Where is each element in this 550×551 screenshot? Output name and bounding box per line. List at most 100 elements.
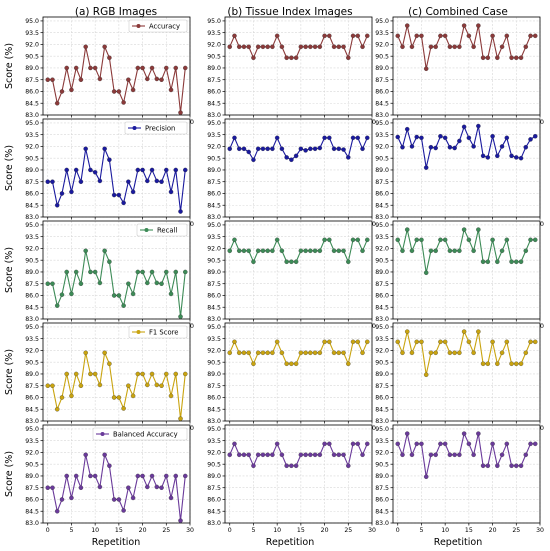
data-point (423, 165, 429, 170)
y-tick-label: 92.0 (375, 246, 389, 253)
data-point (414, 339, 419, 345)
data-point (341, 248, 346, 254)
data-point (111, 395, 117, 400)
data-point (111, 293, 117, 298)
data-point (312, 44, 318, 50)
data-point (246, 452, 251, 458)
x-tick-label: 25 (512, 527, 520, 534)
data-point (480, 259, 486, 265)
data-point (149, 473, 155, 479)
y-tick-label: 92.0 (207, 450, 221, 457)
data-point (322, 339, 327, 345)
data-point (154, 178, 160, 184)
y-tick-label: 83.0 (25, 418, 39, 425)
data-point (83, 248, 88, 254)
data-point (409, 44, 415, 50)
data-point (73, 371, 79, 377)
data-point (241, 350, 247, 356)
data-point (227, 350, 232, 356)
y-tick-label: 89.0 (375, 473, 389, 480)
data-point (419, 135, 424, 141)
data-point (476, 123, 481, 129)
data-point (164, 371, 169, 377)
y-tick-label: 83.0 (375, 112, 389, 119)
data-point (59, 292, 65, 297)
y-tick-label: 95.0 (25, 18, 39, 25)
y-tick-label: 95.0 (25, 222, 39, 229)
data-point (265, 452, 270, 458)
data-point (126, 281, 131, 286)
y-tick-label: 90.5 (25, 359, 39, 366)
data-point (135, 65, 141, 71)
data-point (452, 350, 457, 356)
data-point (442, 237, 448, 243)
data-point (495, 259, 500, 265)
data-point (236, 248, 242, 254)
data-point (331, 248, 337, 254)
x-tick-label: 5 (251, 527, 255, 534)
data-point (116, 497, 122, 502)
data-point (400, 44, 405, 50)
data-point (260, 350, 266, 356)
data-point (395, 339, 400, 345)
data-point (289, 259, 294, 265)
y-tick-label: 95.0 (375, 222, 389, 229)
y-tick-label: 89.0 (25, 371, 39, 378)
plot-frame (224, 118, 373, 218)
data-point (232, 441, 237, 447)
data-point (69, 189, 74, 195)
data-point (400, 144, 405, 150)
data-point (336, 44, 342, 50)
data-point (350, 339, 356, 345)
data-point (471, 452, 476, 458)
x-tick-label: 10 (91, 527, 99, 534)
data-point (509, 463, 514, 469)
data-point (145, 484, 150, 490)
data-point (260, 44, 266, 50)
y-tick-label: 83.0 (25, 316, 39, 323)
data-point (97, 76, 103, 82)
plot-frame (392, 16, 541, 116)
y-tick-label: 92.0 (207, 348, 221, 355)
data-point (308, 350, 313, 356)
data-point (97, 382, 103, 388)
data-point (322, 237, 327, 243)
data-point (298, 350, 304, 356)
panel-tissue-index-images-f1-score: 83.084.586.087.589.090.592.093.595.00510… (207, 322, 376, 432)
data-point (365, 441, 370, 447)
y-tick-label: 86.0 (375, 497, 389, 504)
data-point (533, 339, 538, 345)
data-point (303, 148, 308, 153)
data-point (509, 259, 514, 265)
data-point (457, 248, 462, 254)
data-point (312, 146, 318, 152)
data-point (293, 463, 299, 469)
data-point (404, 329, 410, 334)
data-point (457, 138, 462, 144)
y-tick-label: 86.0 (207, 293, 221, 300)
data-point (183, 371, 188, 377)
plot-area (225, 119, 372, 217)
data-point (293, 55, 299, 61)
y-tick-label: 95.0 (25, 426, 39, 433)
legend-entry: F1 Score (149, 328, 178, 336)
data-point (111, 497, 117, 502)
x-tick-label: 15 (465, 527, 473, 534)
data-point (350, 441, 356, 447)
plot-frame (392, 424, 541, 524)
y-tick-label: 89.0 (207, 371, 221, 378)
x-tick-label: 0 (46, 527, 50, 534)
y-tick-label: 93.5 (25, 336, 39, 343)
data-point (126, 485, 131, 490)
data-point (331, 452, 337, 458)
data-point (241, 146, 247, 152)
data-point (54, 508, 60, 514)
y-tick-label: 95.0 (207, 120, 221, 127)
data-point (471, 44, 476, 50)
data-point (303, 248, 308, 254)
data-point (289, 361, 294, 367)
y-tick-label: 86.0 (207, 395, 221, 402)
data-point (423, 66, 429, 71)
data-point (341, 452, 346, 458)
data-point (346, 155, 351, 160)
